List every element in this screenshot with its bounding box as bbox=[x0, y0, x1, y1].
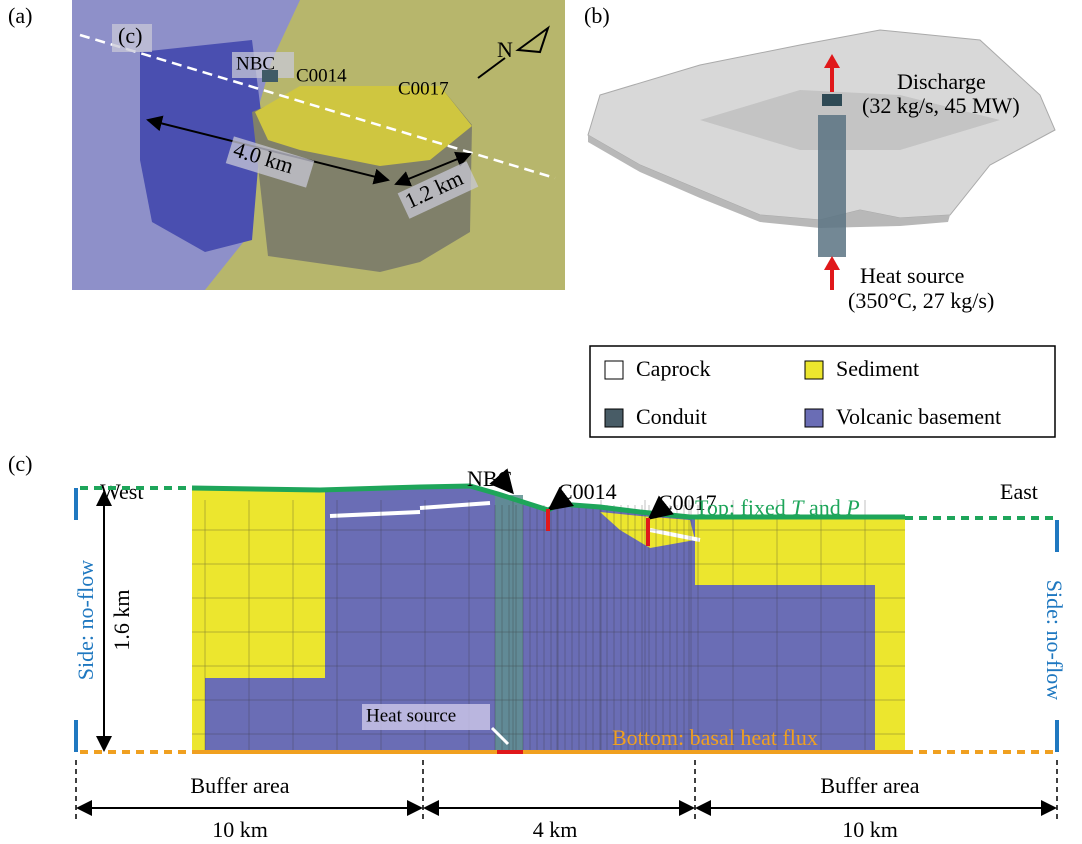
line bbox=[329, 510, 421, 518]
well-label: C0014 bbox=[558, 479, 617, 504]
well-label: C0014 bbox=[296, 65, 347, 86]
legend-item: Volcanic basement bbox=[836, 404, 1001, 429]
shape bbox=[824, 256, 840, 270]
shape bbox=[700, 90, 1000, 150]
area-label: Buffer area bbox=[190, 773, 289, 798]
legend-item: Caprock bbox=[636, 356, 711, 381]
well-label: C0017 bbox=[398, 78, 449, 99]
discharge-value: (32 kg/s, 45 MW) bbox=[862, 93, 1020, 118]
shape bbox=[192, 490, 325, 678]
shape bbox=[192, 678, 205, 752]
shape bbox=[604, 408, 624, 428]
legend-item: Conduit bbox=[636, 404, 707, 429]
shape bbox=[822, 94, 842, 106]
text: and bbox=[803, 495, 846, 520]
heat-source-label: Heat source bbox=[860, 263, 964, 288]
panel-c: (c) West East Side: no-flow Side: no-flo… bbox=[8, 451, 1067, 842]
line bbox=[477, 57, 506, 79]
text: Top: fixed bbox=[695, 495, 791, 520]
shape bbox=[192, 500, 905, 752]
discharge-label: Discharge bbox=[897, 69, 986, 94]
heat-source-label: Heat source bbox=[366, 705, 456, 726]
shape bbox=[588, 135, 950, 228]
panel-label: (c) bbox=[8, 451, 32, 476]
line bbox=[547, 486, 574, 511]
bottom-boundary-label: Bottom: basal heat flux bbox=[612, 725, 818, 750]
line bbox=[489, 468, 514, 495]
west-label: West bbox=[100, 479, 143, 504]
line bbox=[419, 501, 491, 510]
well-label: NBC bbox=[467, 466, 512, 491]
shape bbox=[804, 360, 824, 380]
text: P bbox=[845, 495, 859, 520]
shape bbox=[804, 408, 824, 428]
shape bbox=[515, 25, 550, 54]
legend: Caprock Sediment Conduit Volcanic baseme… bbox=[589, 345, 1056, 438]
panel-a: (a) (c) N NBC C0014 C0017 4.0 km 1.2 km bbox=[8, 0, 565, 290]
shape bbox=[604, 360, 624, 380]
line bbox=[647, 495, 674, 520]
shape bbox=[397, 161, 479, 219]
text: T bbox=[791, 495, 805, 520]
shape bbox=[225, 136, 315, 188]
shape bbox=[262, 70, 278, 82]
side-label: Side: no-flow bbox=[1042, 580, 1067, 700]
shape bbox=[112, 24, 152, 52]
shape bbox=[818, 115, 846, 257]
line bbox=[79, 33, 556, 180]
area-label: Buffer area bbox=[820, 773, 919, 798]
top-boundary-label: Top: fixed T and P bbox=[695, 495, 860, 520]
panel-label: (a) bbox=[8, 3, 32, 28]
width-label: 4 km bbox=[533, 817, 578, 842]
shape bbox=[329, 501, 701, 542]
north-label: N bbox=[497, 37, 513, 62]
line bbox=[394, 151, 472, 187]
shape bbox=[362, 704, 490, 730]
line bbox=[490, 726, 510, 746]
width-label: 10 km bbox=[842, 817, 898, 842]
side-label: Side: no-flow bbox=[73, 560, 98, 680]
heat-source-value: (350°C, 27 kg/s) bbox=[848, 288, 994, 313]
shape bbox=[824, 54, 840, 68]
legend-item: Sediment bbox=[836, 356, 919, 381]
line bbox=[649, 528, 701, 542]
east-label: East bbox=[1000, 479, 1038, 504]
width-label: 10 km bbox=[212, 817, 268, 842]
well-label: NBC bbox=[236, 53, 275, 74]
panel-b: (b) Discharge (32 kg/s, 45 MW) Heat sour… bbox=[584, 3, 1056, 313]
panel-label: (b) bbox=[584, 3, 610, 28]
section-marker: (c) bbox=[118, 23, 142, 48]
depth-label: 1.6 km bbox=[109, 589, 134, 650]
shape bbox=[695, 518, 905, 752]
